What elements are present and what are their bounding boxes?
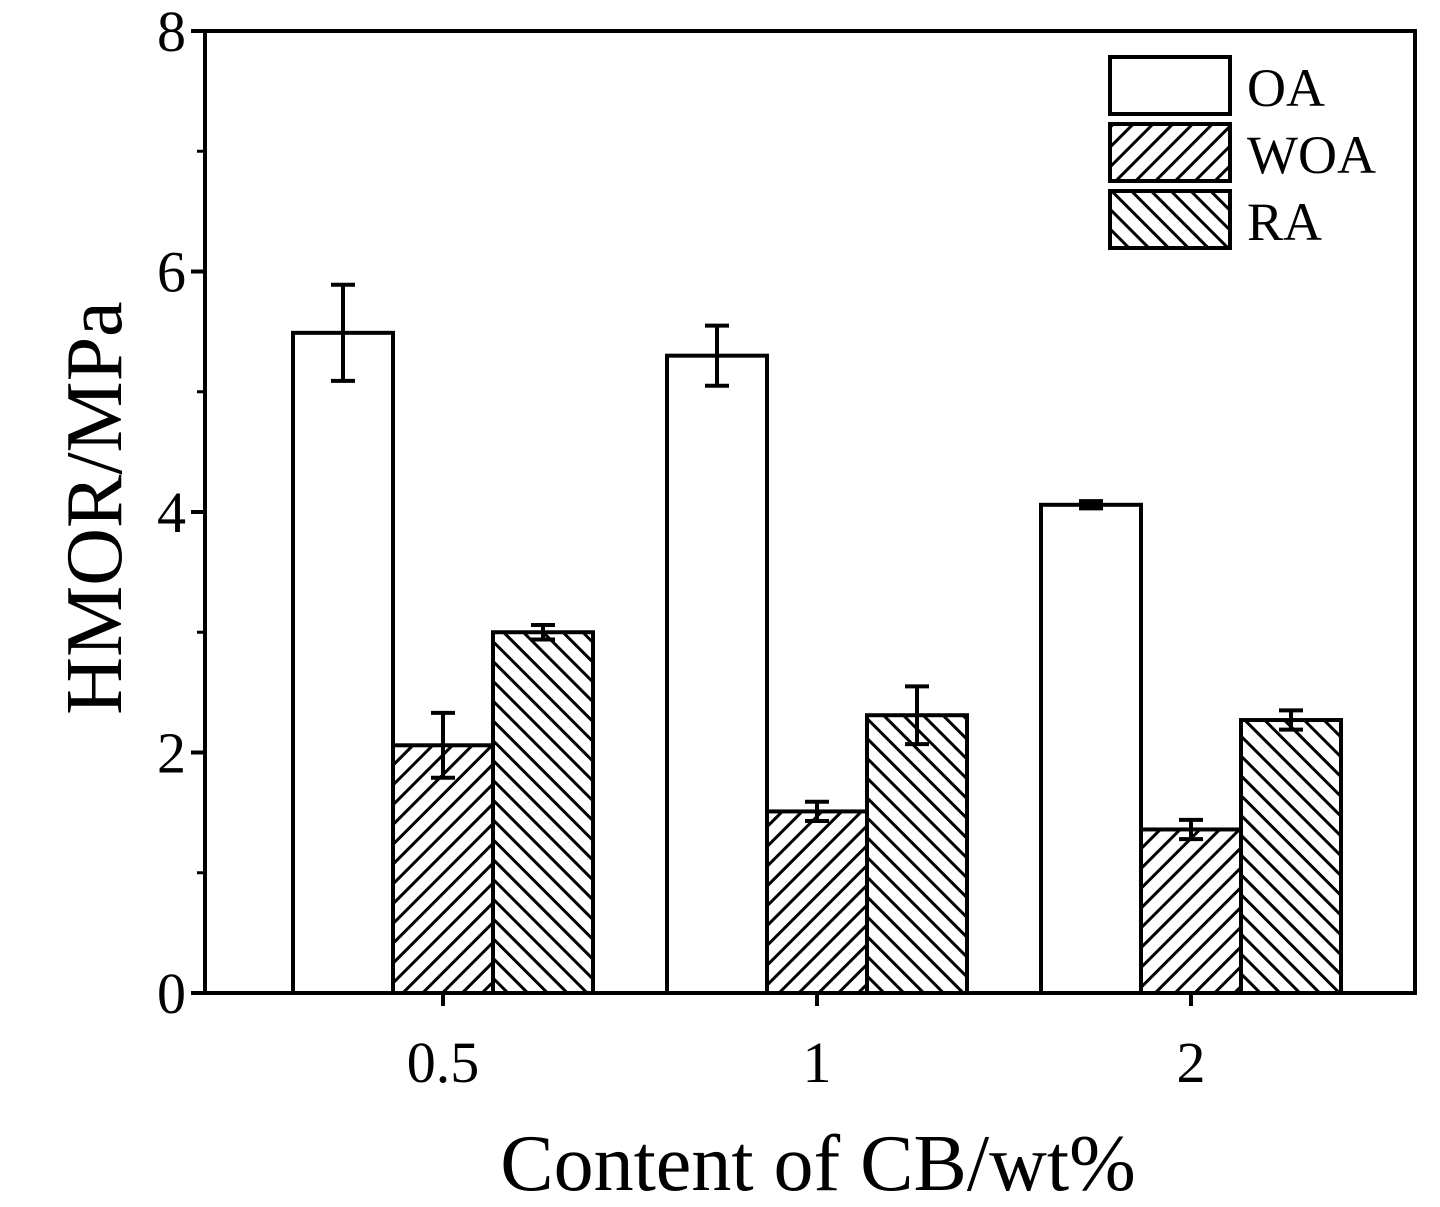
bar-oa-0: [291, 330, 395, 995]
error-bar-oa-2: [1079, 499, 1103, 511]
y-tick-label-2: 4: [157, 480, 186, 545]
legend-swatch-oa: [1108, 55, 1232, 116]
legend-label-oa: OA: [1247, 58, 1325, 118]
x-axis-title: Content of CB/wt%: [500, 1120, 1136, 1207]
bar-woa-1: [765, 809, 869, 995]
bar-woa-0: [391, 743, 495, 995]
legend-item-oa: OA: [1108, 55, 1325, 118]
error-bar-oa-0: [331, 282, 355, 383]
bar-ra-1: [865, 713, 969, 995]
bar-oa-1: [665, 353, 769, 995]
legend-swatch-woa: [1108, 122, 1232, 183]
bar-ra-2: [1239, 718, 1343, 995]
x-tick-label-2: 2: [1177, 1030, 1206, 1095]
error-bar-ra-0: [531, 623, 555, 642]
legend-item-ra: RA: [1108, 189, 1322, 252]
error-bars-layer: [331, 282, 1303, 842]
legend-item-woa: WOA: [1108, 122, 1376, 185]
y-tick-label-4: 8: [157, 0, 186, 64]
legend-label-ra: RA: [1247, 192, 1322, 252]
axes-layer: 0 2 4 6 8 0.5 1 2: [157, 0, 1417, 1095]
y-tick-label-3: 6: [157, 240, 186, 305]
error-bar-ra-1: [905, 684, 929, 747]
legend: OA WOA RA: [1108, 55, 1376, 252]
x-tick-label-0: 0.5: [407, 1030, 480, 1095]
y-tick-label-0: 0: [157, 961, 186, 1026]
x-tick-label-1: 1: [803, 1030, 832, 1095]
y-axis-title: HMOR/MPa: [51, 301, 139, 714]
bar-woa-2: [1139, 827, 1243, 996]
error-bar-woa-2: [1179, 817, 1203, 842]
legend-swatch-ra: [1108, 189, 1232, 250]
bar-ra-0: [491, 630, 595, 995]
error-bar-oa-1: [705, 323, 729, 388]
legend-label-woa: WOA: [1247, 125, 1376, 185]
error-bar-woa-0: [431, 710, 455, 780]
error-bar-woa-1: [805, 799, 829, 824]
error-bar-ra-2: [1279, 708, 1303, 732]
bars-layer: [291, 330, 1343, 996]
bar-oa-2: [1039, 502, 1143, 995]
y-tick-label-1: 2: [157, 721, 186, 786]
